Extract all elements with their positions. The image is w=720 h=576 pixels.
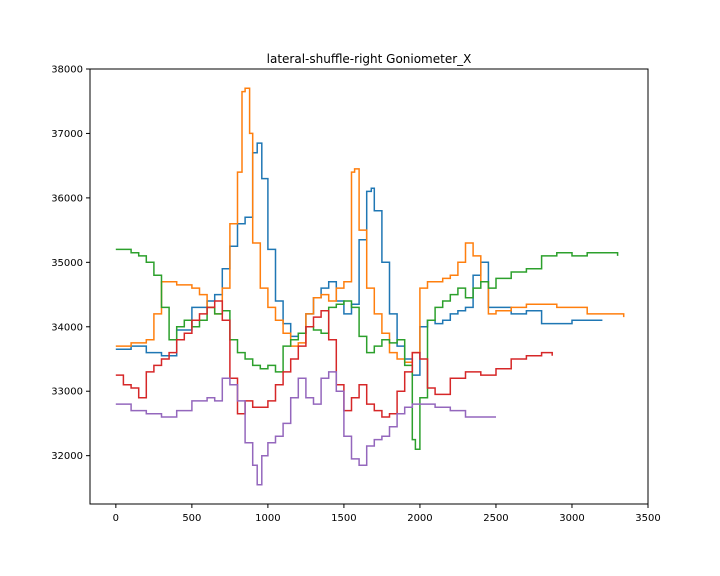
y-tick-label: 32000 xyxy=(51,451,83,462)
x-tick-label: 2500 xyxy=(483,513,508,524)
x-tick-label: 1000 xyxy=(255,513,280,524)
x-tick-label: 500 xyxy=(182,513,201,524)
y-axis: 32000 33000 34000 35000 36000 37000 38000 xyxy=(51,65,90,462)
x-axis: 0 500 1000 1500 2000 2500 3000 3500 xyxy=(113,504,661,524)
series-line-5 xyxy=(115,371,496,486)
y-tick-label: 33000 xyxy=(51,387,83,398)
y-tick-label: 35000 xyxy=(51,258,83,269)
x-tick-label: 2000 xyxy=(407,513,432,524)
chart-title: lateral-shuffle-right Goniometer_X xyxy=(267,52,472,66)
y-tick-label: 37000 xyxy=(51,129,83,140)
series-line-3 xyxy=(115,248,619,450)
y-tick-label: 34000 xyxy=(51,322,83,333)
y-tick-label: 38000 xyxy=(51,65,83,76)
x-tick-label: 0 xyxy=(113,513,119,524)
x-tick-label: 3000 xyxy=(559,513,584,524)
series-layer xyxy=(115,87,625,486)
x-tick-label: 3500 xyxy=(635,513,660,524)
y-tick-label: 36000 xyxy=(51,193,83,204)
x-tick-label: 1500 xyxy=(331,513,356,524)
series-line-4 xyxy=(115,300,553,418)
plot-frame xyxy=(89,68,649,505)
